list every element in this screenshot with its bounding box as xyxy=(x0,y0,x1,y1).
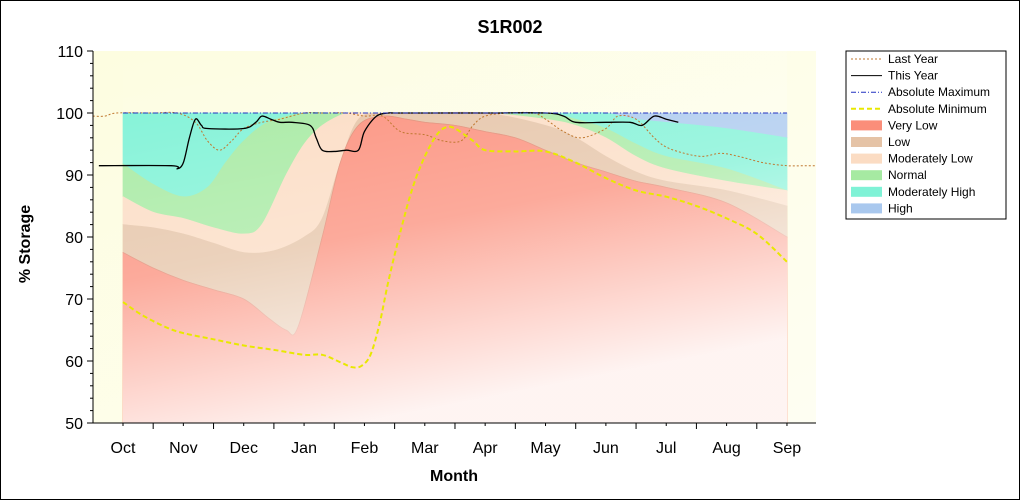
legend: Last Year This Year Absolute Maximum Absolu… xyxy=(845,50,1007,220)
legend-label: Very Low xyxy=(888,118,938,132)
x-tick-label: May xyxy=(530,440,560,457)
legend-item-high: High xyxy=(851,201,913,215)
legend-item-this-year: This Year xyxy=(851,69,938,83)
x-tick-label: Jul xyxy=(656,440,676,457)
legend-swatch-moderately-high xyxy=(851,186,882,197)
legend-label: Absolute Minimum xyxy=(888,102,987,116)
series-this-year xyxy=(98,112,679,170)
x-tick-label: Mar xyxy=(411,440,439,457)
x-tick-label: Nov xyxy=(169,440,197,457)
legend-item-absolute-maximum: Absolute Maximum xyxy=(851,85,990,99)
legend-swatch-very-low xyxy=(851,120,882,131)
y-tick-label: 50 xyxy=(65,416,83,433)
legend-label: Last Year xyxy=(888,52,938,66)
axes-layer: 50 60 70 80 90 100 110 Oct Nov Dec Jan Feb Mar Apr May… xyxy=(56,44,816,457)
legend-swatch-moderately-low xyxy=(851,153,882,164)
y-tick-label: 90 xyxy=(65,168,83,185)
series-layer xyxy=(93,111,816,369)
legend-swatch-normal xyxy=(851,170,882,181)
legend-label: High xyxy=(888,201,913,215)
y-tick-label: 70 xyxy=(65,292,83,309)
chart-title: S1R002 xyxy=(477,17,542,37)
legend-label: Moderately High xyxy=(888,185,975,199)
legend-label: Absolute Maximum xyxy=(888,85,990,99)
legend-label: Low xyxy=(888,135,910,149)
legend-label: Normal xyxy=(888,168,927,182)
x-axis-title: Month xyxy=(430,468,478,485)
x-tick-label: Oct xyxy=(111,440,136,457)
legend-item-very-low: Very Low xyxy=(851,118,938,132)
x-tick-label: Aug xyxy=(712,440,740,457)
legend-item-moderately-low: Moderately Low xyxy=(851,152,973,166)
x-tick-label: Jun xyxy=(593,440,619,457)
y-tick-label: 110 xyxy=(57,44,83,61)
legend-item-low: Low xyxy=(851,135,910,149)
x-tick-label: Dec xyxy=(229,440,257,457)
x-tick-label: Jan xyxy=(291,440,317,457)
x-tick-label: Apr xyxy=(473,440,499,457)
y-tick-label: 100 xyxy=(56,106,83,123)
band-fade-overlay xyxy=(123,51,787,423)
legend-swatch-high xyxy=(851,203,882,214)
x-tick-label: Sep xyxy=(773,440,802,457)
legend-item-last-year: Last Year xyxy=(851,52,938,66)
legend-item-normal: Normal xyxy=(851,168,927,182)
legend-swatch-low xyxy=(851,137,882,147)
y-tick-label: 80 xyxy=(65,230,83,247)
series-absolute-minimum xyxy=(122,125,788,369)
y-tick-label: 60 xyxy=(65,354,83,371)
y-axis-title: % Storage xyxy=(17,205,34,283)
legend-item-moderately-high: Moderately High xyxy=(851,185,975,199)
legend-label: This Year xyxy=(888,69,938,83)
x-tick-label: Feb xyxy=(351,440,379,457)
legend-label: Moderately Low xyxy=(888,152,973,166)
legend-item-absolute-minimum: Absolute Minimum xyxy=(851,102,987,116)
